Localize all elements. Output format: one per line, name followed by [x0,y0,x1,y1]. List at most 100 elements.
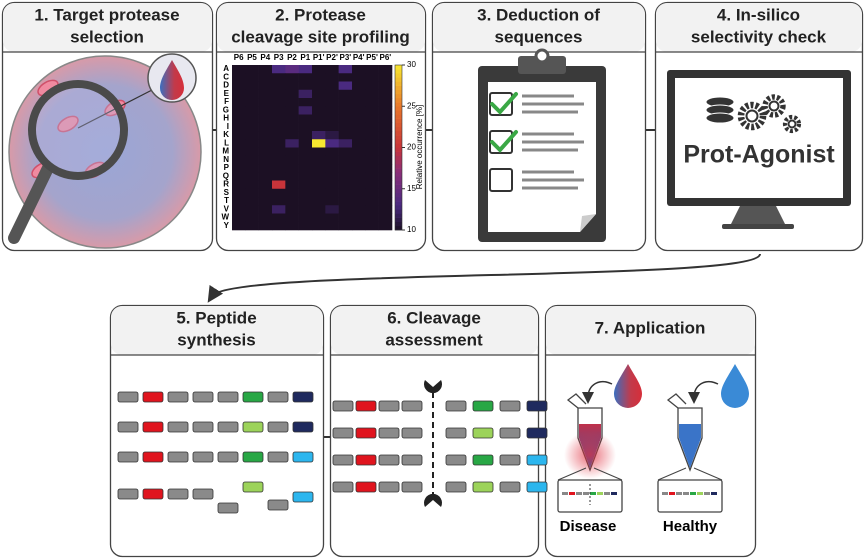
residue-block [472,400,494,412]
heatmap-cell [352,139,366,148]
heatmap-cell [258,188,273,198]
protease-icon [424,380,442,394]
heatmap-cell [272,122,286,132]
heatmap-cell [325,197,339,206]
residue-block [217,391,239,403]
colorbar-step [395,131,402,136]
residue-block [142,421,164,433]
colorbar-step [395,110,402,115]
readout-strip [662,492,668,495]
heatmap-cell [365,122,379,132]
heatmap-cell [245,172,259,181]
heatmap-cell [232,131,246,140]
heatmap-cell [232,180,246,190]
readout-strip [576,492,582,495]
heatmap-cell [232,155,246,165]
colorbar-step [395,102,402,107]
heatmap-cell [272,155,286,165]
heatmap-cell [298,213,313,223]
row-label: Y [224,221,230,230]
heatmap-cell [338,164,353,173]
residue-block [355,400,377,412]
column-label: P3' [339,53,351,62]
colorbar-step [395,221,402,227]
heatmap-cell [258,98,273,107]
heatmap-cell [325,98,339,107]
heatmap-cell [298,98,313,107]
heatmap-cell [258,122,273,132]
heatmap-cell [378,213,393,223]
heatmap-cell [258,106,273,115]
heatmap-cell [352,172,366,181]
residue-block [499,400,521,412]
heatmap-cell [285,122,299,132]
colorbar-step [395,225,402,231]
heatmap-cell [232,89,246,99]
heatmap-cell [232,164,246,173]
heatmap-cell [285,98,299,107]
panel-title: 2. Protease [275,5,366,24]
residue-block [217,451,239,463]
row-label: W [221,213,229,222]
residue-block [378,481,400,493]
heatmap-cell [352,205,366,214]
heatmap-cell [272,197,286,206]
heatmap-cell [285,106,299,115]
heatmap-cell [258,114,273,124]
heatmap-cell [378,73,393,82]
panel-title: sequences [495,27,583,46]
heatmap-cell [365,188,379,198]
heatmap-cell [272,114,286,124]
panel-title: cleavage site profiling [231,27,410,46]
residue-block [499,454,521,466]
heatmap-cell [232,106,246,115]
residue-block [167,391,189,403]
row-label: F [224,97,229,106]
database-disk [705,112,735,124]
readout-strip [597,492,603,495]
heatmap-cell [352,73,366,82]
heatmap-cell [338,172,353,181]
monitor-base [722,224,794,229]
heatmap-cell [232,172,246,181]
heatmap-cell [232,122,246,132]
heatmap-cell [338,180,353,190]
column-label: P6' [379,53,391,62]
row-label: G [223,105,229,114]
colorbar-step [395,197,402,202]
residue-block [167,488,189,500]
heatmap-cell [232,213,246,223]
readout-funnel [657,467,723,481]
heatmap-cell [325,147,339,157]
readout-strip [697,492,703,495]
heatmap-cell [232,188,246,198]
readout-strip [704,492,710,495]
heatmap-cell [325,172,339,181]
residue-block [332,454,354,466]
residue-block [355,454,377,466]
heatmap-cell [245,114,259,124]
heatmap-cell [272,172,286,181]
heatmap-cell [245,188,259,198]
paper-fold [580,214,596,232]
heatmap-cell [338,106,353,115]
heatmap-cell [285,65,299,74]
heatmap-cell [338,114,353,124]
heatmap-cell [285,221,299,231]
transfer-arrow [582,380,613,404]
tube-liquid [679,424,701,468]
gear-hub [768,100,780,112]
panel-title: 1. Target protease [34,5,179,24]
heatmap-cell [285,205,299,214]
heatmap-cell [232,205,246,214]
heatmap-cell [352,221,366,231]
sample-label: Disease [560,518,617,535]
heatmap-cell [285,131,299,140]
heatmap-cell [258,197,273,206]
heatmap-cell [378,89,393,99]
readout-strip [590,492,596,495]
heatmap-cell [312,147,326,157]
readout-strip [583,492,589,495]
protease-icon [424,493,442,507]
heatmap-cell [245,106,259,115]
